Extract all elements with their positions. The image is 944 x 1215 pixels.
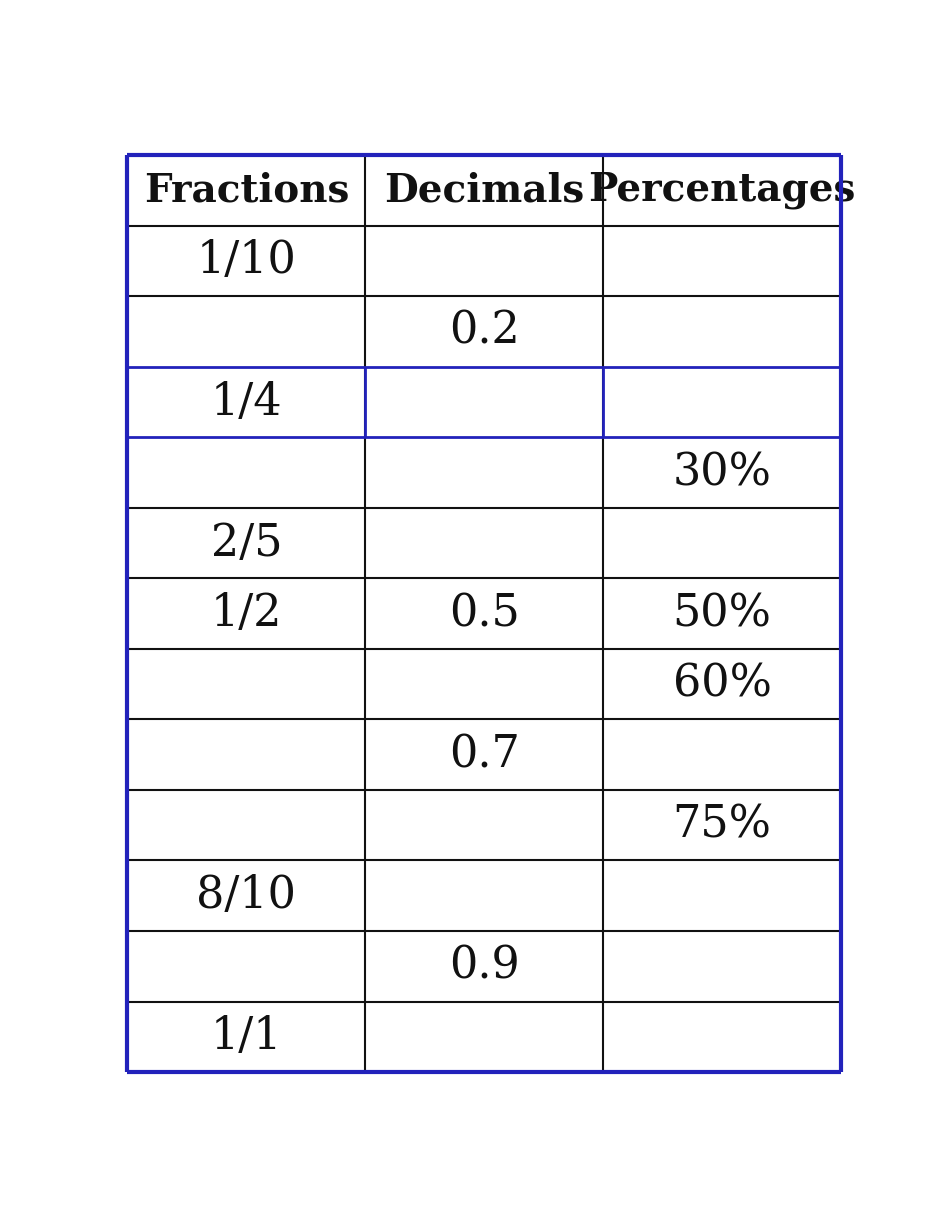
Text: 1/10: 1/10 [196, 239, 296, 282]
Text: 30%: 30% [672, 451, 771, 495]
Text: 8/10: 8/10 [196, 874, 296, 917]
Text: Percentages: Percentages [588, 171, 855, 209]
Text: 1/1: 1/1 [211, 1016, 282, 1058]
Text: 1/2: 1/2 [211, 592, 282, 635]
Text: 2/5: 2/5 [211, 521, 282, 565]
Text: 60%: 60% [672, 662, 771, 706]
Text: Decimals: Decimals [384, 171, 583, 209]
Text: 0.9: 0.9 [448, 945, 519, 988]
Text: 0.5: 0.5 [448, 592, 519, 635]
Text: 0.7: 0.7 [448, 733, 519, 776]
Text: 0.2: 0.2 [448, 310, 519, 354]
Text: 50%: 50% [672, 592, 771, 635]
Text: Fractions: Fractions [143, 171, 348, 209]
Text: 75%: 75% [672, 803, 771, 847]
Text: 1/4: 1/4 [211, 380, 282, 424]
